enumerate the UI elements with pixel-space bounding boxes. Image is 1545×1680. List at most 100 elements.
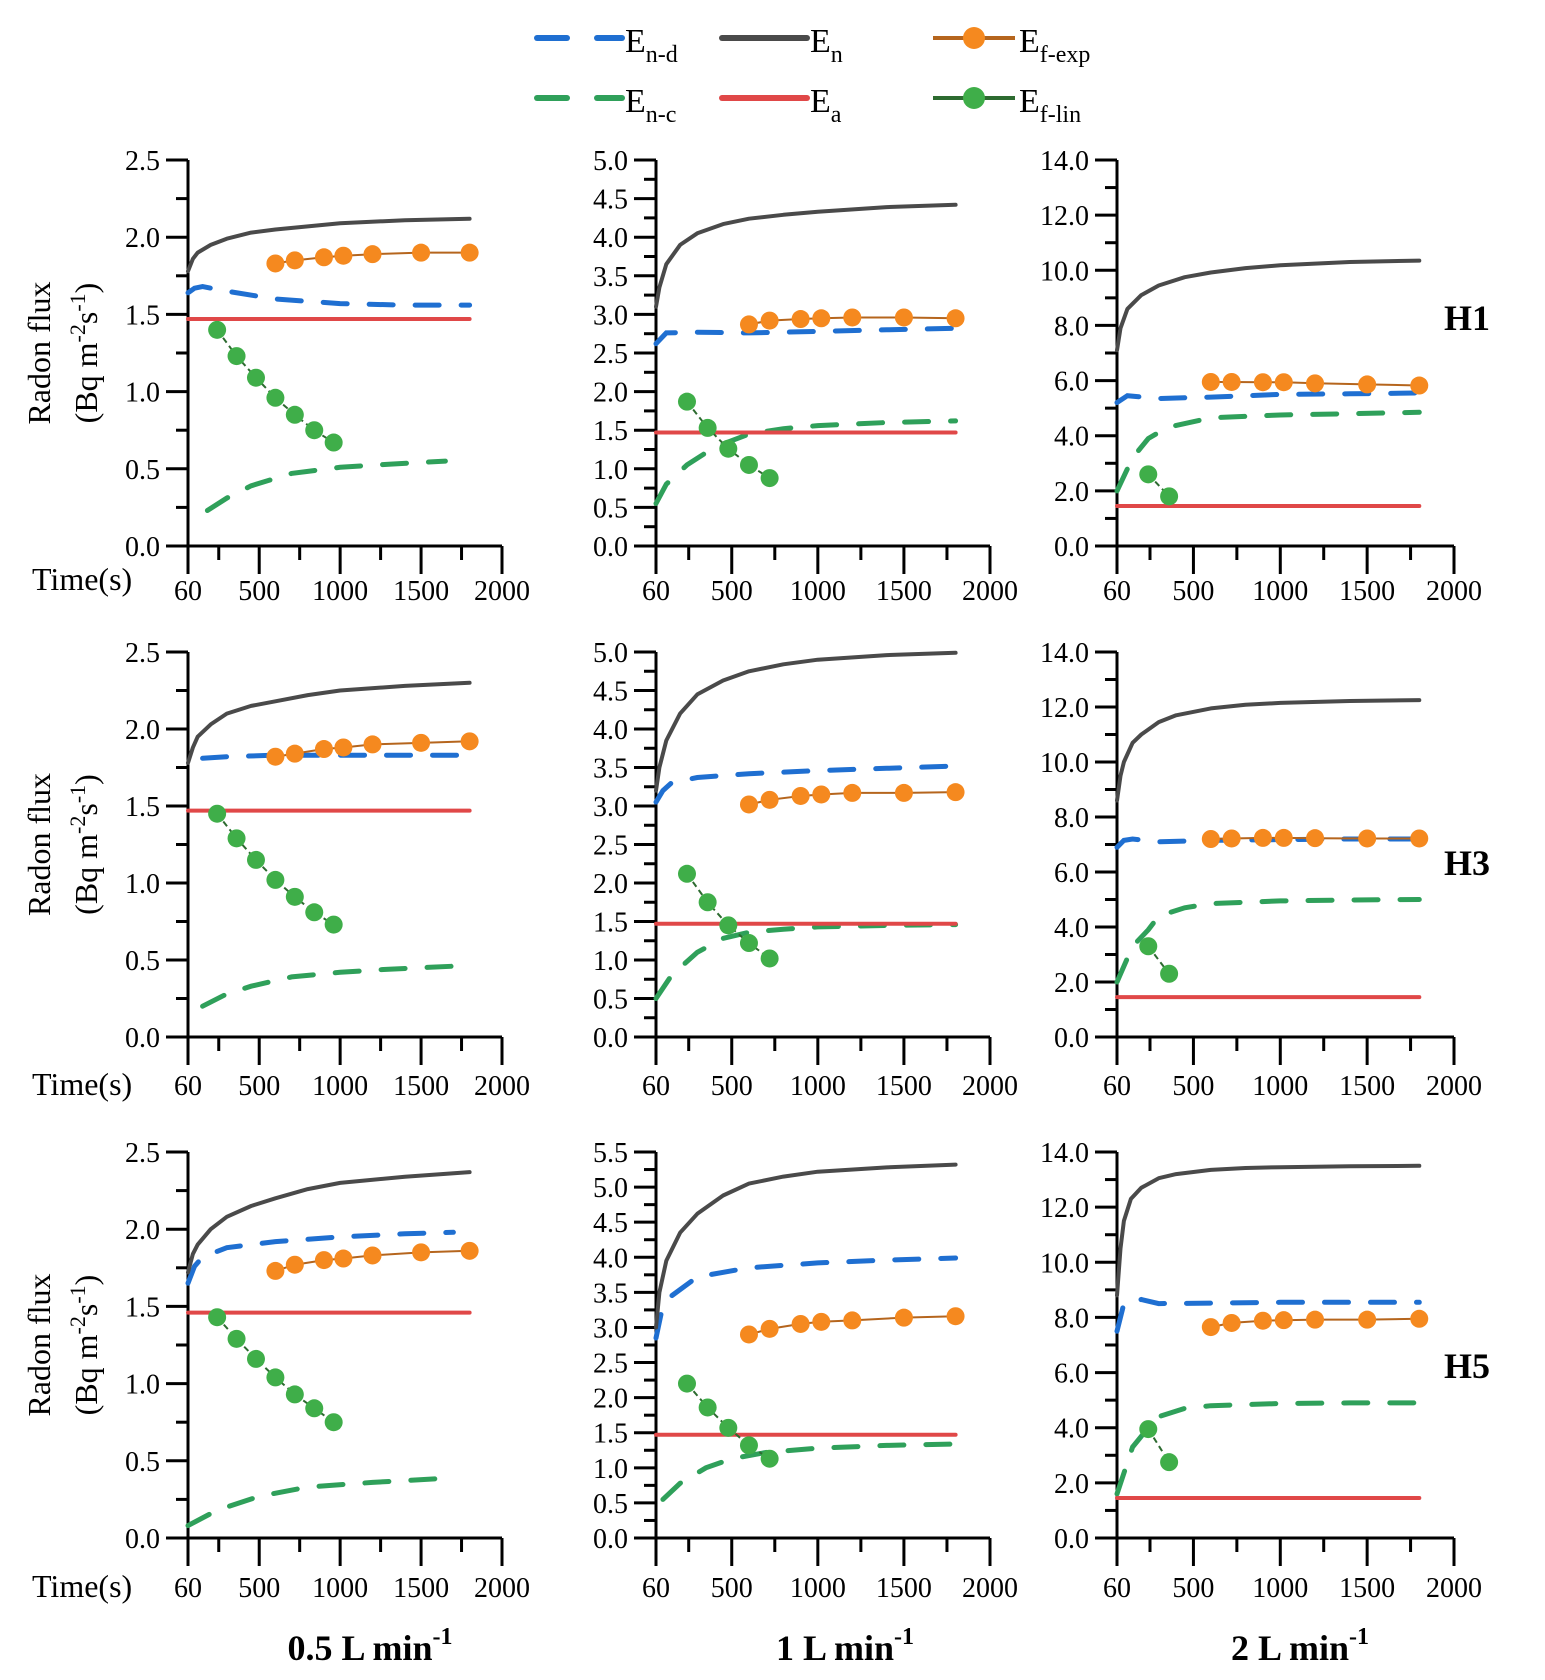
series-en-c-line xyxy=(1114,409,1422,494)
x-tick-label: 1000 xyxy=(312,576,368,607)
series-ef-lin-point xyxy=(246,850,265,869)
series-ef-lin-point xyxy=(208,1308,227,1327)
panel-h1-col1: 0.0 0.5 1.0 1.5 2.0 2.5 60 500 1000 1500 2000 xyxy=(125,146,530,607)
y-tick-label: 4.0 xyxy=(593,715,628,746)
column-label-2: 1 L min-1 xyxy=(776,1624,914,1668)
series-ef-exp-point xyxy=(843,308,862,327)
series-ef-lin-point xyxy=(227,1329,246,1348)
series-ef-exp-point xyxy=(412,243,431,262)
series-en-line xyxy=(654,650,958,793)
series-ef-exp-point xyxy=(1410,376,1429,395)
y-tick-label: 0.5 xyxy=(593,985,628,1016)
y-tick-label: 2.0 xyxy=(593,378,628,409)
series-ef-exp-point xyxy=(894,783,913,802)
y-tick-label: 6.0 xyxy=(1054,1359,1089,1390)
series-en-c-line xyxy=(653,922,959,1001)
series-ef-lin-point xyxy=(285,887,304,906)
series-en-d-line xyxy=(653,1255,959,1341)
y-tick-label: 0.5 xyxy=(593,1489,628,1520)
y-tick-label: 1.5 xyxy=(593,1419,628,1450)
y-tick-label: 1.0 xyxy=(125,869,160,900)
legend-item-ea: Ea xyxy=(719,83,842,128)
x-tick-label: 500 xyxy=(238,576,280,607)
x-tick-label: 1000 xyxy=(790,1573,846,1604)
series-en-line xyxy=(1115,1163,1422,1298)
series-ef-exp-point xyxy=(791,786,810,805)
x-tick-label: 1500 xyxy=(393,1573,449,1604)
series-en-d-line xyxy=(185,284,473,308)
series-ef-exp-point xyxy=(760,311,779,330)
x-axis-title: Time(s) xyxy=(32,1568,132,1604)
y-tick-label: 2.5 xyxy=(125,146,160,177)
y-axis-unit: (Bq m-2s-1) xyxy=(65,1275,104,1416)
y-tick-label: 2.5 xyxy=(593,339,628,370)
series-ef-exp-point xyxy=(739,1325,758,1344)
panel-h5-col2: 0.0 0.5 1.0 1.5 2.0 2.5 3.0 3.5 4.0 4.5 5.0 5.5 60 50… xyxy=(593,1138,1018,1604)
series-ef-lin-point xyxy=(739,1436,758,1455)
series-ef-exp-point xyxy=(266,254,285,273)
x-tick-label: 60 xyxy=(174,576,202,607)
x-tick-label: 500 xyxy=(1172,1071,1214,1102)
series-ef-lin-point xyxy=(677,1374,696,1393)
y-tick-label: 0.0 xyxy=(1054,532,1089,563)
series-ef-lin-point xyxy=(698,418,717,437)
series-ef-lin-point xyxy=(208,804,227,823)
y-tick-label: 2.0 xyxy=(1054,1469,1089,1500)
series-ef-exp-point xyxy=(1201,372,1220,391)
series-ef-exp-point xyxy=(363,245,382,264)
series-ef-exp-point xyxy=(285,251,304,270)
y-tick-label: 12.0 xyxy=(1040,693,1089,724)
x-tick-label: 1500 xyxy=(1339,1573,1395,1604)
series-ef-exp-point xyxy=(739,795,758,814)
x-tick-label: 2000 xyxy=(474,1071,530,1102)
series-ef-lin-point xyxy=(305,903,324,922)
series-ef-exp-point xyxy=(1222,1313,1241,1332)
series-ef-exp-point xyxy=(1358,1310,1377,1329)
series-ef-exp-point xyxy=(894,1308,913,1327)
x-tick-label: 500 xyxy=(238,1071,280,1102)
series-ef-lin-point xyxy=(246,368,265,387)
series-ef-lin-point xyxy=(1139,937,1158,956)
series-ef-lin-point xyxy=(739,934,758,953)
y-tick-label: 6.0 xyxy=(1054,367,1089,398)
y-axis-title: Radon flux xyxy=(21,281,57,424)
series-ef-lin-point xyxy=(1139,465,1158,484)
series-ef-exp-point xyxy=(334,738,353,757)
x-tick-label: 1000 xyxy=(790,1071,846,1102)
legend-item-ef-lin: Ef-lin xyxy=(933,83,1081,128)
x-tick-label: 1000 xyxy=(312,1573,368,1604)
x-tick-label: 60 xyxy=(642,1071,670,1102)
series-ef-lin-point xyxy=(739,455,758,474)
series-ef-lin-point xyxy=(1160,1453,1179,1472)
series-ef-exp-point xyxy=(314,248,333,267)
y-tick-label: 1.5 xyxy=(125,1292,160,1323)
series-ef-exp-point xyxy=(843,783,862,802)
x-tick-label: 2000 xyxy=(962,1071,1018,1102)
series-ef-lin-point xyxy=(246,1349,265,1368)
legend-item-en: En xyxy=(719,23,843,68)
series-en-d-line xyxy=(185,1229,456,1286)
y-tick-label: 1.0 xyxy=(125,1370,160,1401)
series-ef-exp-point xyxy=(285,744,304,763)
series-ef-exp-point xyxy=(285,1255,304,1274)
series-ef-exp-point xyxy=(739,315,758,334)
series-ef-lin-point xyxy=(719,916,738,935)
x-tick-label: 2000 xyxy=(474,1573,530,1604)
series-ef-lin-point xyxy=(266,1368,285,1387)
y-tick-label: 1.0 xyxy=(125,378,160,409)
series-ef-exp-point xyxy=(812,309,831,328)
series-ef-exp-point xyxy=(1410,829,1429,848)
y-tick-label: 10.0 xyxy=(1040,748,1089,779)
x-tick-label: 500 xyxy=(711,1071,753,1102)
series-ef-exp-point xyxy=(1410,1309,1429,1328)
series-ef-exp-point xyxy=(1306,1310,1325,1329)
x-tick-label: 60 xyxy=(642,1573,670,1604)
series-ef-exp-point xyxy=(946,309,965,328)
series-ef-exp-point xyxy=(894,308,913,327)
y-tick-label: 12.0 xyxy=(1040,201,1089,232)
x-tick-label: 2000 xyxy=(474,576,530,607)
series-en-line xyxy=(186,216,472,274)
series-ef-exp-point xyxy=(460,732,479,751)
y-tick-label: 5.0 xyxy=(593,638,628,669)
y-tick-label: 2.0 xyxy=(593,869,628,900)
